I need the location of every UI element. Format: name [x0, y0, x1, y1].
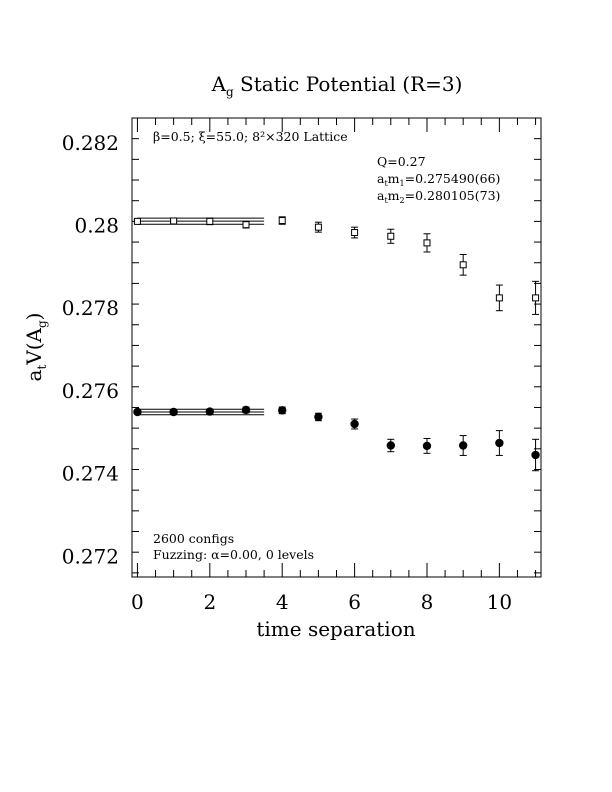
data-point-square	[206, 217, 214, 225]
data-point-circle	[350, 419, 359, 429]
y-tick-label: 0.272	[62, 544, 119, 568]
data-point-square	[170, 217, 178, 225]
plot-frame	[131, 117, 542, 578]
x-tick-label: 10	[487, 590, 512, 614]
data-point-square	[133, 217, 141, 225]
data-point-circle	[422, 441, 432, 451]
y-tick-label: 0.28	[74, 214, 119, 238]
x-tick-label: 4	[276, 590, 289, 614]
data-point-square	[423, 239, 431, 247]
annotation-fuzzing: Fuzzing: α=0.00, 0 levels	[153, 547, 314, 562]
data-point-circle	[531, 450, 540, 460]
data-point-circle	[169, 407, 178, 417]
x-tick-label: 6	[348, 590, 361, 614]
y-tick-label: 0.282	[62, 131, 119, 155]
data-point-square	[495, 294, 503, 302]
fit-bands	[137, 217, 265, 416]
data-point-circle	[133, 407, 142, 417]
data-point-circle	[241, 405, 251, 415]
y-axis-label: atV(Ag)	[22, 313, 49, 382]
x-tick-label: 0	[131, 590, 144, 614]
data-point-square	[278, 217, 286, 225]
x-tick-label: 8	[421, 590, 434, 614]
y-tick-label: 0.274	[62, 462, 119, 486]
data-point-square	[459, 261, 467, 269]
plot-border	[131, 117, 542, 578]
data-point-square	[351, 229, 359, 237]
x-tick-label: 2	[203, 590, 216, 614]
data-point-circle	[458, 441, 468, 450]
annotation-configs: 2600 configs	[153, 531, 234, 546]
data-point-circle	[495, 438, 504, 448]
annotation-m1: atm1=0.275490(66)	[377, 171, 500, 188]
annotation-m2: atm2=0.280105(73)	[377, 188, 500, 205]
data-point-circle	[205, 407, 215, 416]
y-tick-label: 0.276	[62, 379, 119, 403]
data-point-circle	[386, 441, 395, 450]
annotation-q: Q=0.27	[377, 154, 426, 169]
data-point-square	[532, 294, 540, 302]
data-points	[133, 216, 540, 472]
tick-marks	[132, 117, 541, 577]
data-point-square	[387, 232, 395, 240]
data-point-circle	[278, 406, 287, 415]
y-tick-label: 0.278	[62, 296, 119, 320]
x-axis-label: time separation	[256, 617, 415, 641]
data-point-square	[242, 221, 250, 229]
data-point-circle	[314, 412, 323, 422]
chart-title: Ag Static Potential (R=3)	[211, 72, 463, 99]
data-point-square	[314, 223, 322, 231]
tick-labels: 0 2 4 6 8 10 0.272 0.274 0.276 0.278 0.28 0.282	[62, 131, 512, 614]
annotation-lattice: β=0.5; ξ=55.0; 8²×320 Lattice	[153, 129, 348, 144]
